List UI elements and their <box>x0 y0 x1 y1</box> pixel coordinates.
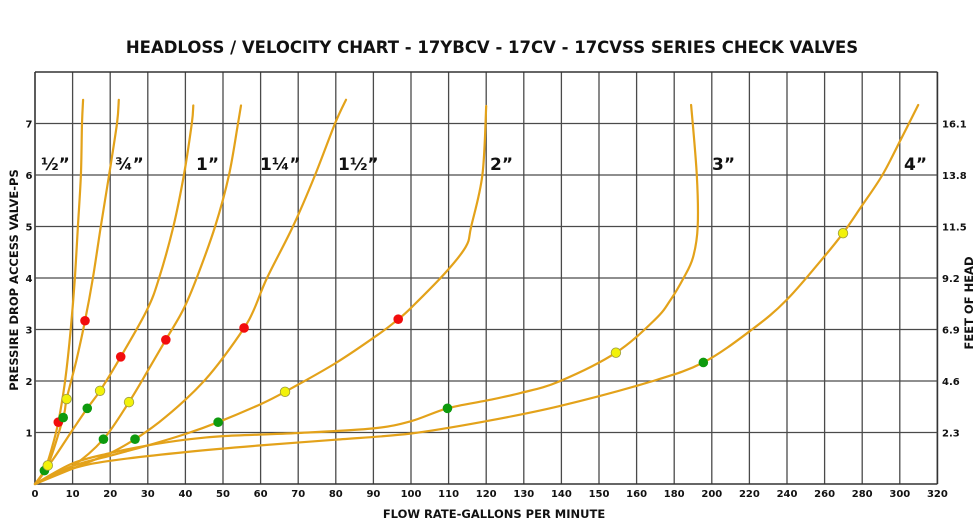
curve-label: 4” <box>904 155 927 175</box>
y-tick-label: 2 <box>26 377 33 388</box>
marker-green <box>213 417 223 428</box>
y-right-tick-label: 11.5 <box>942 223 967 234</box>
x-tick-label: 40 <box>178 489 192 500</box>
markers <box>39 227 849 476</box>
y-tick-label: 5 <box>26 223 33 234</box>
curves <box>33 98 920 486</box>
y-tick-label: 3 <box>26 326 33 337</box>
x-tick-label: 110 <box>438 489 459 500</box>
marker-green <box>130 434 140 444</box>
x-axis-ticks: 0 10 20 30 40 50 60 70 80 90 100 110 120 130 140 150 160… <box>32 489 948 500</box>
marker-yellow <box>123 396 135 408</box>
curve-label: ½” <box>41 155 70 175</box>
marker-yellow <box>837 227 849 239</box>
x-tick-label: 260 <box>814 489 835 500</box>
y-right-tick-label: 13.8 <box>942 171 967 182</box>
y-right-axis-label: FEET OF HEAD <box>962 257 975 350</box>
x-axis-label: FLOW RATE-GALLONS PER MINUTE <box>383 507 606 521</box>
marker-yellow <box>279 386 291 398</box>
curve-label: 1½” <box>338 155 379 175</box>
x-tick-label: 90 <box>366 489 380 500</box>
y-right-tick-label: 4.6 <box>942 377 960 388</box>
curve-1 <box>33 98 85 486</box>
y-right-axis-ticks: 2.3 4.6 6.9 9.2 11.5 13.8 16.1 <box>942 120 967 440</box>
x-tick-label: 120 <box>476 489 497 500</box>
x-tick-label: 150 <box>589 489 610 500</box>
x-tick-label: 10 <box>66 489 80 500</box>
x-tick-label: 280 <box>852 489 873 500</box>
marker-red <box>393 314 404 325</box>
x-tick-label: 240 <box>777 489 798 500</box>
x-tick-label: 0 <box>32 489 39 500</box>
marker-yellow <box>42 460 53 471</box>
chart-title: HEADLOSS / VELOCITY CHART - 17YBCV - 17C… <box>126 38 858 57</box>
y-tick-label: 4 <box>26 274 33 285</box>
y-tick-label: 6 <box>26 171 33 182</box>
marker-yellow <box>61 393 72 405</box>
marker-green <box>698 357 709 368</box>
curve-label: 1¼” <box>260 155 301 175</box>
marker-yellow <box>610 347 622 358</box>
y-right-tick-label: 16.1 <box>942 120 967 131</box>
y-right-tick-label: 6.9 <box>942 326 960 337</box>
x-tick-label: 160 <box>626 489 647 500</box>
y-axis-label: PRESSIRE DROP ACCESS VALVE-PS <box>7 169 21 390</box>
marker-green <box>82 403 93 414</box>
x-tick-label: 80 <box>329 489 343 500</box>
x-tick-label: 50 <box>216 489 230 500</box>
marker-yellow <box>94 385 106 396</box>
x-tick-label: 200 <box>701 489 722 500</box>
x-tick-label: 20 <box>103 489 117 500</box>
curve-label: 3” <box>712 155 735 175</box>
x-tick-label: 140 <box>551 489 572 500</box>
x-tick-label: 220 <box>739 489 760 500</box>
grid <box>34 71 939 485</box>
y-tick-label: 7 <box>26 120 33 131</box>
curve-labels: ½” ¾” 1” 1¼” 1½” 2” 3” 4” <box>41 155 927 175</box>
x-tick-label: 30 <box>141 489 155 500</box>
marker-green <box>442 403 453 414</box>
curve-label: 2” <box>490 155 513 175</box>
y-axis-ticks: 1 2 3 4 5 6 7 <box>26 120 33 440</box>
x-tick-label: 300 <box>889 489 910 500</box>
marker-green <box>98 434 109 444</box>
curve-label: 1” <box>196 155 219 175</box>
curve-5 <box>33 98 348 486</box>
x-tick-label: 130 <box>513 489 534 500</box>
x-tick-label: 100 <box>401 489 422 500</box>
marker-green <box>58 412 68 423</box>
curve-7 <box>33 103 700 486</box>
marker-red <box>115 351 126 362</box>
marker-red <box>239 323 249 333</box>
x-tick-label: 70 <box>291 489 305 500</box>
curve-8 <box>33 103 920 486</box>
curve-3 <box>33 104 195 486</box>
marker-red <box>80 315 90 326</box>
y-tick-label: 1 <box>26 429 33 440</box>
y-right-tick-label: 9.2 <box>942 274 960 285</box>
x-tick-label: 60 <box>254 489 268 500</box>
x-tick-label: 180 <box>664 489 685 500</box>
x-tick-label: 320 <box>927 489 948 500</box>
y-right-tick-label: 2.3 <box>942 429 960 440</box>
marker-red <box>161 335 171 345</box>
curve-label: ¾” <box>115 155 144 175</box>
